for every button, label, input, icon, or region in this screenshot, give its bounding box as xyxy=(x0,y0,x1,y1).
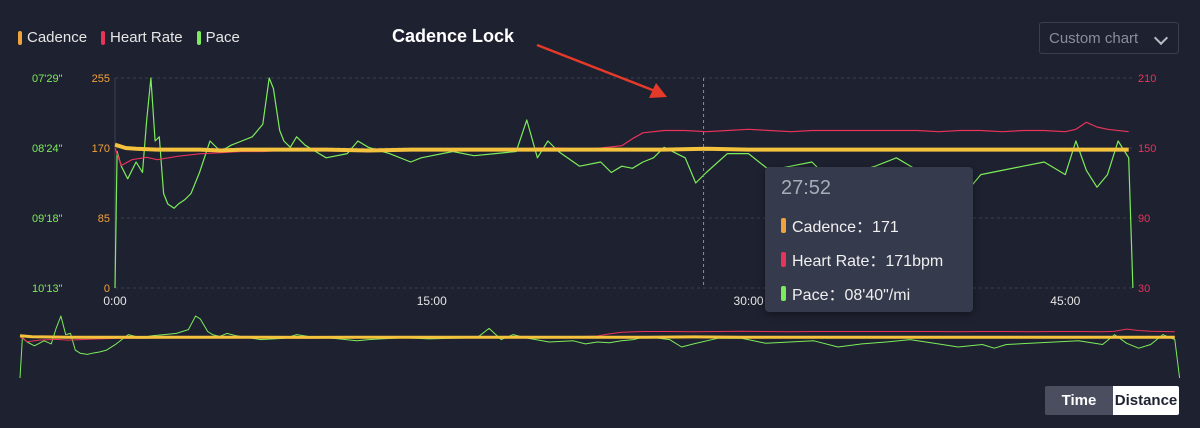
tooltip-swatch-pace xyxy=(781,285,786,301)
tooltip-time: 27:52 xyxy=(781,177,832,199)
navigator-line-pace[interactable] xyxy=(19,315,1181,379)
annotation-label: Cadence Lock xyxy=(392,26,515,46)
main-series[interactable] xyxy=(114,77,1134,289)
x-tick-label: 45:00 xyxy=(1050,294,1080,308)
custom-chart-dropdown[interactable]: Custom chart xyxy=(1039,22,1179,54)
cadence-tick-label: 170 xyxy=(92,143,110,155)
cadence-tick-label: 85 xyxy=(98,213,110,225)
heart-rate-tick-label: 150 xyxy=(1138,143,1156,155)
x-tick-label: 30:00 xyxy=(734,294,764,308)
x-tick-label: 0:00 xyxy=(103,294,127,308)
legend-swatch-pace xyxy=(196,30,201,45)
legend-item-heart-rate[interactable]: Heart Rate xyxy=(101,29,183,46)
dropdown-label: Custom chart xyxy=(1049,29,1139,47)
tooltip-value-pace: Pace：08'40"/mi xyxy=(792,287,911,304)
series-line-cadence[interactable] xyxy=(114,142,1129,153)
navigator-line-heart-rate[interactable] xyxy=(19,328,1175,343)
cadence-tick-label: 0 xyxy=(104,283,110,295)
pace-tick-label: 10'13" xyxy=(32,283,63,295)
legend-label-cadence: Cadence xyxy=(27,29,88,46)
chart-grid xyxy=(114,77,1135,289)
chevron-down-icon xyxy=(1153,30,1169,46)
axis-labels: 07'29" 08'24" 09'18" 10'13" 255 170 85 0 210 150 9… xyxy=(32,73,1156,308)
chart-legend: Cadence Heart Rate Pace xyxy=(18,29,240,46)
legend-item-cadence[interactable]: Cadence xyxy=(18,29,87,46)
legend-swatch-cadence xyxy=(18,30,22,45)
tooltip-row-cadence: Cadence：171 xyxy=(781,208,957,242)
legend-label-pace: Pace xyxy=(205,29,240,46)
pace-tick-label: 08'24" xyxy=(32,143,63,155)
pace-tick-label: 07'29" xyxy=(32,73,63,85)
legend-label-heart-rate: Heart Rate xyxy=(110,29,183,46)
heart-rate-tick-label: 210 xyxy=(1138,73,1156,85)
distance-toggle-button[interactable]: Distance xyxy=(1113,386,1179,415)
x-tick-label: 15:00 xyxy=(417,294,447,308)
cadence-tick-label: 255 xyxy=(92,73,110,85)
tooltip-row-pace: Pace：08'40"/mi xyxy=(781,276,957,310)
tooltip-value-cadence: Cadence：171 xyxy=(792,219,899,236)
time-toggle-button[interactable]: Time xyxy=(1045,386,1113,415)
tooltip-swatch-heart-rate xyxy=(781,251,786,267)
legend-item-pace[interactable]: Pace xyxy=(196,29,240,46)
series-line-pace[interactable] xyxy=(114,77,1134,289)
heart-rate-tick-label: 90 xyxy=(1138,213,1150,225)
pace-tick-label: 09'18" xyxy=(32,213,63,225)
navigator-line-cadence[interactable] xyxy=(19,334,1175,339)
tooltip-row-heart-rate: Heart Rate：171bpm xyxy=(781,242,957,276)
chart-tooltip: 27:52 Cadence：171 Heart Rate：171bpm Pace… xyxy=(765,167,973,312)
legend-swatch-heart-rate xyxy=(101,30,106,45)
annotation-arrow xyxy=(536,43,667,98)
series-line-heart-rate[interactable] xyxy=(114,121,1129,167)
heart-rate-tick-label: 30 xyxy=(1138,283,1150,295)
tooltip-value-heart-rate: Heart Rate：171bpm xyxy=(792,253,944,270)
x-axis-toggle: Time Distance xyxy=(1045,386,1179,415)
tooltip-swatch-cadence xyxy=(781,217,786,233)
navigator-series[interactable] xyxy=(19,315,1181,379)
